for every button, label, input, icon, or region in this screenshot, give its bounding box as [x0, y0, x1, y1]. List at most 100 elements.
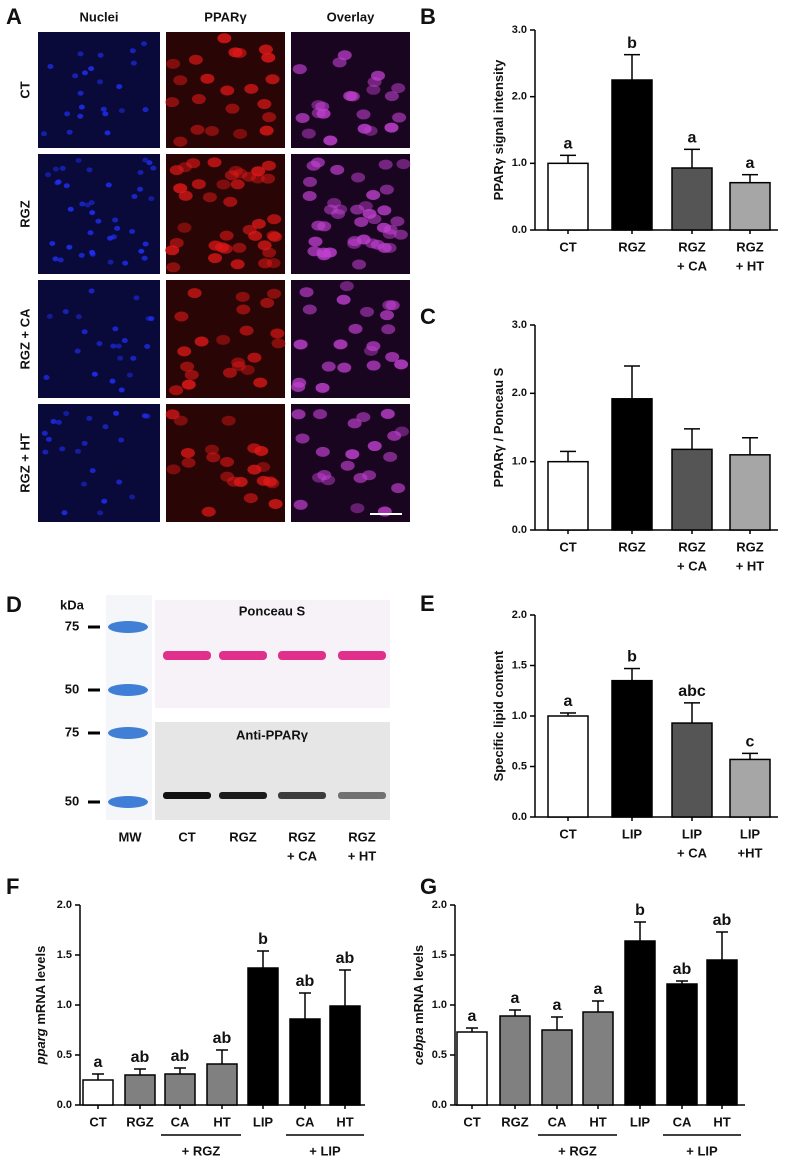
y-axis-text: Specific lipid content [491, 650, 506, 781]
micrograph [38, 32, 160, 148]
significance-letter: abc [678, 683, 706, 700]
cell [89, 251, 96, 257]
cell [115, 343, 122, 349]
cell [220, 85, 235, 96]
cell [169, 165, 184, 176]
cell [41, 430, 48, 436]
cell [45, 172, 52, 178]
x-tick-label: RGZ [618, 239, 646, 254]
bar [547, 162, 589, 231]
y-axis-label: PPARγ signal intensity [491, 59, 506, 200]
cell [303, 176, 318, 187]
western-band [163, 792, 211, 799]
cell [88, 200, 95, 206]
cell [377, 506, 392, 517]
significance-letter: c [746, 734, 755, 751]
cell [63, 410, 70, 416]
cell [105, 182, 112, 188]
cell [187, 288, 202, 299]
x-tick-label: RGZ [678, 239, 706, 254]
cell [114, 225, 121, 231]
lane-label: RGZ [348, 829, 376, 844]
cell [364, 345, 379, 356]
cell [91, 371, 98, 377]
cell [265, 74, 280, 85]
cell [43, 374, 50, 380]
cell [59, 446, 66, 452]
significance-letter: a [553, 997, 562, 1014]
significance-letter: ab [171, 1048, 190, 1065]
cell [302, 191, 317, 202]
cell [181, 379, 196, 390]
cell [191, 94, 206, 105]
ponceau-band [219, 651, 267, 660]
cell [270, 328, 285, 339]
cell [188, 54, 203, 65]
cell [109, 378, 116, 384]
y-tick-label: 2.0 [57, 899, 72, 911]
y-tick-label: 1.0 [512, 710, 527, 722]
bar [611, 79, 653, 231]
bar [164, 1073, 196, 1106]
panel-letter: E [420, 591, 435, 616]
cell [256, 475, 271, 486]
cell [178, 190, 193, 201]
cell [57, 257, 64, 263]
cell [321, 361, 336, 372]
cell [142, 107, 149, 113]
cell [54, 180, 61, 186]
cell [129, 494, 136, 500]
bar [706, 959, 738, 1106]
bar [289, 1018, 321, 1106]
x-tick-label: HT [713, 1114, 730, 1129]
cell [201, 506, 216, 517]
cell [78, 252, 85, 258]
western-blot [155, 722, 390, 820]
cell [130, 355, 137, 361]
cell [384, 91, 399, 102]
bar [206, 1063, 238, 1106]
cell [350, 503, 365, 514]
panel-letter: B [420, 4, 436, 29]
cell [293, 499, 308, 510]
cell [97, 510, 104, 516]
cell [129, 48, 136, 54]
row-label: CT [17, 81, 32, 98]
cell [122, 260, 129, 266]
cell [118, 437, 125, 443]
cell [55, 419, 62, 425]
significance-letter: ab [336, 950, 355, 967]
cell [356, 412, 371, 423]
cell [390, 216, 405, 227]
cell [141, 255, 148, 261]
cell [323, 135, 338, 146]
column-header: PPARγ [204, 9, 247, 24]
group-label: + LIP [686, 1143, 718, 1158]
cell [202, 192, 217, 203]
cell [231, 357, 246, 368]
cell [205, 444, 220, 455]
cell [102, 111, 109, 117]
y-axis-text: PPARγ signal intensity [491, 59, 506, 200]
cell [72, 73, 79, 79]
cell [339, 281, 354, 292]
cell [177, 346, 192, 357]
cell [295, 113, 310, 124]
cell [253, 377, 268, 388]
cell [242, 171, 257, 182]
y-tick-label: 1.5 [432, 949, 447, 961]
bar [729, 181, 771, 231]
ladder-band [108, 684, 148, 696]
x-tick-label: LIP [622, 826, 643, 841]
y-tick-label: 1.0 [432, 999, 447, 1011]
cell [104, 130, 111, 136]
y-axis-gene: cebpa [411, 1028, 426, 1066]
bar [666, 983, 698, 1106]
cell [370, 239, 385, 250]
x-tick-label: CT [463, 1114, 480, 1129]
bar [541, 1029, 573, 1106]
cell [235, 291, 250, 302]
lane-label: RGZ [288, 829, 316, 844]
significance-letter: b [635, 902, 645, 919]
cell [224, 170, 239, 181]
